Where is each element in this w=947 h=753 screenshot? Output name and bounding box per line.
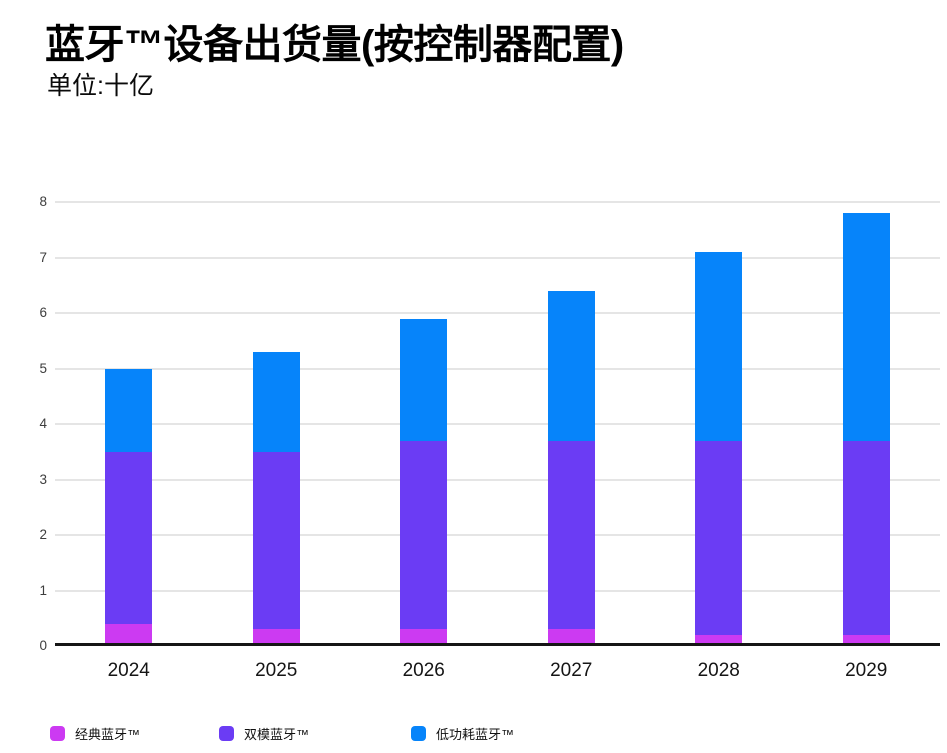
y-axis-tick-label: 2 [39,527,47,542]
bar-segment[interactable] [252,451,300,630]
x-axis-tick-label: 2027 [550,660,593,681]
gridline [55,589,940,592]
bar-group [498,290,646,646]
legend-item[interactable]: 双模蓝牙™ [219,724,309,743]
bar-stack [400,318,448,646]
bar-stack [105,368,153,646]
bar-segment[interactable] [400,629,448,646]
gridline [55,478,940,481]
legend-item[interactable]: 低功耗蓝牙™ [411,724,514,743]
bar-segment[interactable] [547,290,595,441]
plot-area [55,201,941,646]
gridline [55,256,940,259]
bar-segment[interactable] [105,368,153,452]
bar-stack [695,251,743,646]
bar-segment[interactable] [842,634,890,646]
bar-group [793,213,941,646]
bar-segment[interactable] [105,623,153,646]
bar-segment[interactable] [400,318,448,441]
page-title: 蓝牙™设备出货量(按控制器配置) [45,23,624,67]
x-axis-line [55,643,940,646]
bar-segment[interactable] [105,451,153,624]
chart-legend: 经典蓝牙™ 双模蓝牙™ 低功耗蓝牙™ [0,724,947,753]
y-axis-tick-label: 5 [39,360,47,376]
bar-group [645,251,793,646]
gridline [55,201,940,203]
gridline [55,423,940,425]
x-axis-tick-label: 2025 [255,660,298,681]
x-axis-tick-label: 2028 [697,660,740,681]
bar-group [203,351,351,646]
y-axis-tick-label: 0 [39,638,47,653]
y-axis-tick-label: 1 [39,582,47,598]
legend-swatch-icon [219,726,234,741]
bar-stack [252,351,300,646]
bar-segment[interactable] [547,629,595,646]
y-axis-tick-label: 7 [39,249,47,265]
legend-item[interactable]: 经典蓝牙™ [50,724,140,743]
x-axis-tick-label: 2026 [402,660,445,681]
bar-segment[interactable] [695,634,743,646]
legend-label: 低功耗蓝牙™ [436,727,515,742]
bar-segment[interactable] [695,440,743,635]
y-axis-tick-label: 4 [39,416,47,431]
bar-segment[interactable] [252,351,300,452]
bar-segment[interactable] [842,213,890,441]
x-axis-tick-label: 2024 [107,660,150,681]
bar-group [55,368,203,646]
legend-swatch-icon [50,726,65,741]
bar-group [350,318,498,646]
bar-stack [842,213,890,646]
x-axis-tick-label: 2029 [845,660,888,681]
bar-segment[interactable] [400,440,448,630]
gridline [55,534,940,536]
y-axis-tick-label: 3 [39,471,47,487]
page-subtitle: 单位:十亿 [47,72,154,100]
bar-segment[interactable] [842,440,890,635]
legend-label: 经典蓝牙™ [75,727,141,742]
bar-segment[interactable] [695,251,743,441]
bar-stack [547,290,595,646]
bar-segment[interactable] [547,440,595,630]
legend-label: 双模蓝牙™ [244,727,310,742]
gridline [55,367,940,370]
y-axis-tick-label: 8 [39,194,47,209]
y-axis-tick-label: 6 [39,305,47,320]
bar-segment[interactable] [252,629,300,646]
gridline [55,312,940,314]
legend-swatch-icon [411,726,426,741]
